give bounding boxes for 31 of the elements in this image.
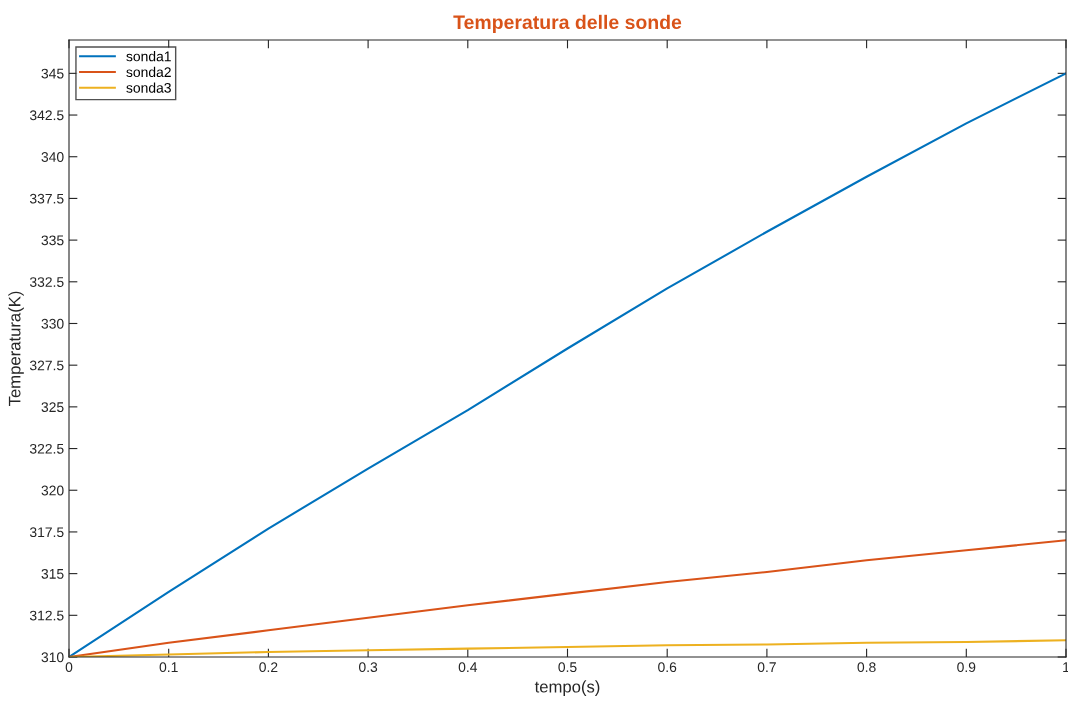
y-tick-label: 320 bbox=[41, 485, 64, 496]
x-tick-label: 0.1 bbox=[159, 662, 178, 673]
x-tick-label: 0.2 bbox=[259, 662, 278, 673]
y-tick-label: 342.5 bbox=[29, 110, 64, 121]
y-tick-label: 317.5 bbox=[29, 527, 64, 538]
y-tick-label: 325 bbox=[41, 402, 64, 413]
x-tick-label: 0.7 bbox=[757, 662, 776, 673]
chart-title: Temperatura delle sonde bbox=[453, 14, 682, 33]
x-tick-label: 0 bbox=[65, 662, 73, 673]
x-tick-label: 0.9 bbox=[957, 662, 976, 673]
x-tick-label: 0.4 bbox=[458, 662, 478, 673]
y-axis-title: Temperatura(K) bbox=[8, 291, 24, 407]
y-tick-label: 345 bbox=[41, 68, 64, 79]
y-tick-label: 312.5 bbox=[29, 610, 64, 621]
y-tick-label: 310 bbox=[41, 652, 64, 663]
y-tick-label: 322.5 bbox=[29, 443, 64, 454]
x-tick-label: 0.3 bbox=[358, 662, 378, 673]
y-tick-label: 315 bbox=[41, 568, 64, 579]
x-tick-label: 0.5 bbox=[558, 662, 577, 673]
y-tick-label: 330 bbox=[41, 318, 64, 329]
x-axis-title: tempo(s) bbox=[534, 680, 600, 696]
y-tick-label: 340 bbox=[41, 152, 64, 162]
legend-label: sonda3 bbox=[126, 82, 171, 93]
x-tick-label: 0.8 bbox=[857, 662, 876, 673]
y-tick-label: 332.5 bbox=[29, 277, 64, 287]
legend-label: sonda2 bbox=[126, 66, 171, 78]
y-tick-label: 327.5 bbox=[29, 360, 64, 371]
y-tick-label: 337.5 bbox=[29, 193, 64, 204]
legend-label: sonda1 bbox=[126, 51, 171, 62]
y-tick-label: 335 bbox=[41, 235, 64, 246]
x-tick-label: 0.6 bbox=[658, 662, 677, 673]
